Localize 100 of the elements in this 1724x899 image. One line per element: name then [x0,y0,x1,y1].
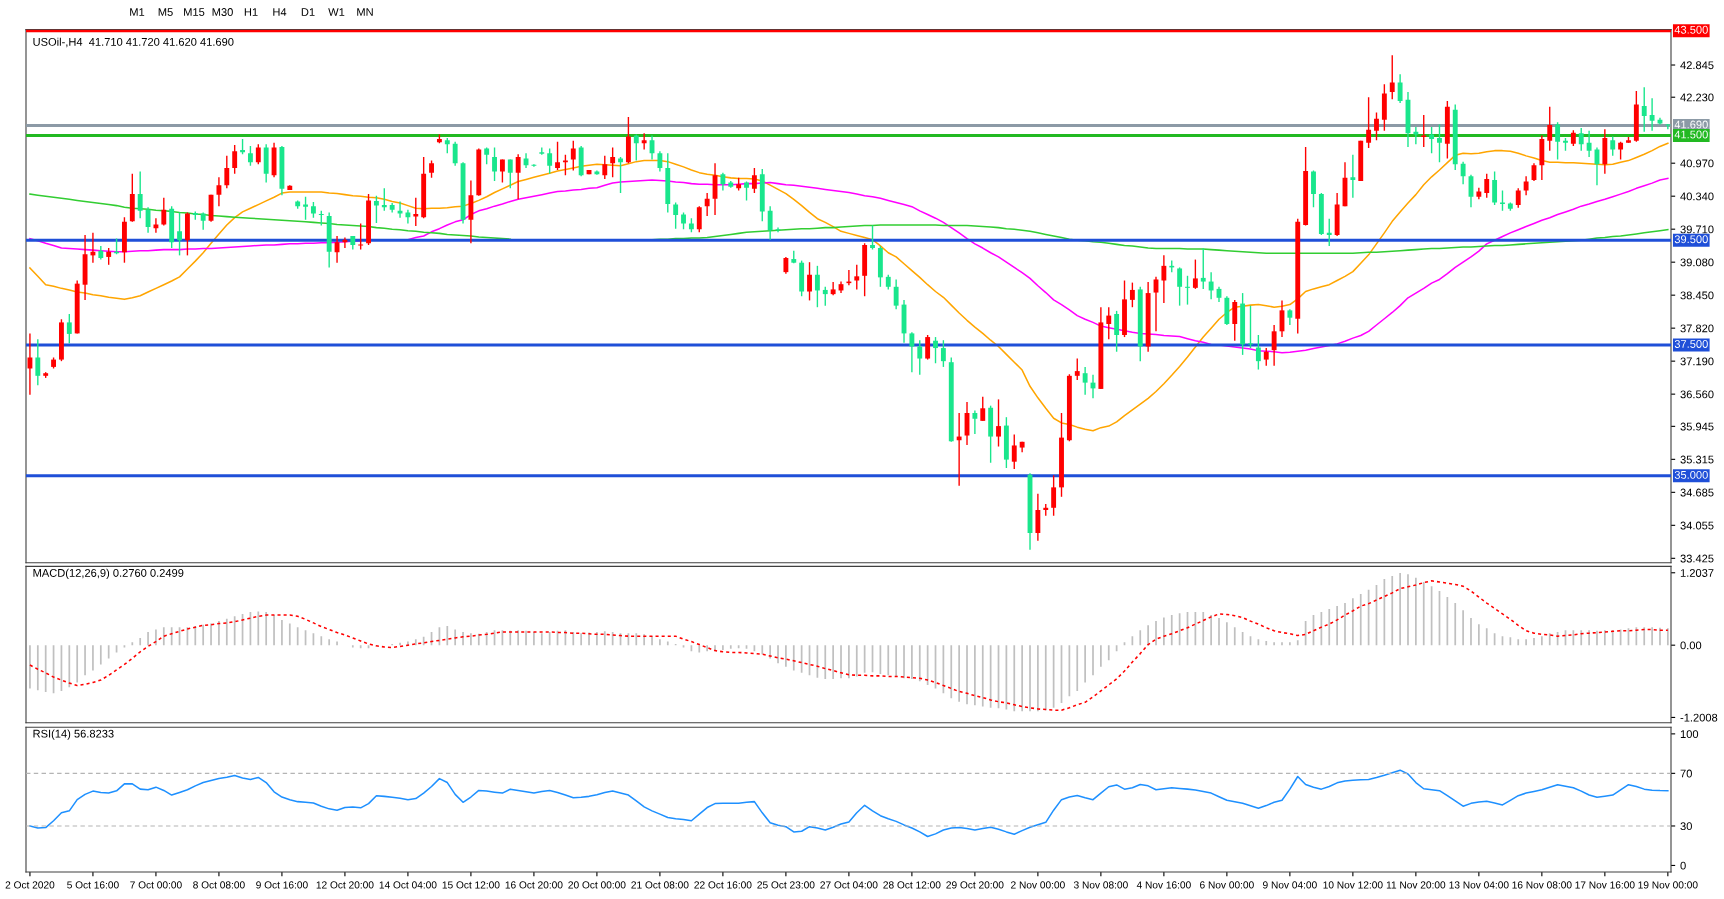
candlestick [618,156,623,194]
line-series [29,142,1669,432]
chart-title: RSI(14) 56.8233 [33,729,114,740]
line-series [29,580,1669,711]
candlestick [610,146,616,179]
candlestick [27,332,33,396]
text: MN [357,8,373,16]
candlestick [917,339,923,376]
candlestick [1610,135,1616,157]
candlestick [1074,357,1080,381]
x-tick-label: 9 Oct 16:00 [256,881,308,889]
candlestick [224,155,230,190]
x-tick-label: 2 Oct 2020 [5,881,55,889]
candlestick [1366,96,1372,149]
candlestick [807,261,812,302]
x-tick-label: 9 Nov 04:00 [1263,881,1317,889]
candlestick [35,338,41,386]
x-tick-label: 20 Oct 00:00 [568,881,626,889]
text: USOil-,H4 41.710 41.720 41.620 41.690 [33,37,234,48]
candlestick [1374,111,1379,141]
candlestick [1192,258,1198,290]
y-tick-label: 39.710 [1680,225,1714,234]
text: W1 [328,8,345,16]
y-tick-label: 70 [1680,769,1692,778]
candlestick [547,147,553,175]
y-tick-label: 40.340 [1680,192,1714,201]
x-tick-label: 5 Oct 16:00 [67,881,119,889]
x-tick-label: 2 Nov 00:00 [1011,881,1065,889]
text: H4 [273,8,287,16]
candlestick [1200,247,1206,290]
candlestick [255,143,261,165]
y-tick-label: 35.315 [1680,455,1714,464]
candlestick [1460,160,1466,185]
text: M30 [212,8,233,16]
x-tick-label: 4 Nov 16:00 [1136,881,1191,889]
candlestick [1248,304,1253,349]
y-tick-label: 0.00 [1680,641,1702,650]
candlestick [358,222,364,251]
text: M15 [184,8,205,16]
candlestick [1437,123,1442,163]
candlestick [602,155,608,180]
x-tick-label: 8 Oct 08:00 [193,881,245,889]
candlestick [972,409,978,435]
candlestick [177,211,182,257]
x-tick-label: 16 Nov 08:00 [1512,881,1572,889]
candlestick [413,197,419,227]
y-tick-label: 34.685 [1680,488,1714,497]
candlestick [641,132,647,151]
candlestick [696,205,702,234]
candlestick [153,217,159,234]
x-tick-label: 27 Oct 04:00 [820,881,878,889]
candlestick [1255,334,1261,371]
candlestick [996,398,1001,448]
candlestick [1429,126,1435,154]
y-tick-label: 38.450 [1680,291,1714,300]
candlestick [1051,474,1057,517]
x-tick-label: 13 Nov 04:00 [1449,881,1509,889]
x-tick-label: 16 Oct 20:00 [505,881,563,889]
y-tick-label: 35.945 [1680,422,1714,431]
y-tick-label: 37.820 [1680,324,1714,333]
candlestick [980,396,986,422]
candlestick [1641,86,1647,133]
candlestick [751,167,757,194]
text: H1 [244,8,258,16]
y-tick-label: -1.2008 [1680,713,1718,722]
candlestick [909,331,915,373]
candlestick [1311,169,1316,208]
candlestick [161,197,167,227]
candlestick [1421,114,1427,148]
y-tick-label: 30 [1680,822,1692,831]
candlestick [1547,105,1553,152]
x-tick-label: 7 Oct 00:00 [130,881,182,889]
candlestick [1161,254,1167,304]
candlestick [247,145,253,167]
candlestick [893,278,899,311]
candlestick [1397,73,1403,104]
candlestick [767,205,773,241]
candlestick [657,150,663,173]
ref-line-label: 43.500 [1674,25,1708,34]
candlestick [1515,187,1521,209]
x-tick-label: 22 Oct 16:00 [694,881,752,889]
candlestick [303,196,308,221]
x-tick-label: 3 Nov 08:00 [1073,881,1128,889]
candlestick [1500,189,1505,212]
candlestick [1208,271,1214,301]
candlestick [373,194,379,224]
candlestick [507,158,513,190]
candlestick [822,286,828,307]
candlestick [232,144,238,175]
chart-title: MACD(12,26,9) 0.2760 0.2499 [33,568,184,580]
candlestick [66,313,72,345]
candlestick [216,176,222,207]
ref-line-label: 37.500 [1674,340,1708,348]
y-tick-label: 42.230 [1680,93,1714,102]
candlestick [1035,492,1041,542]
y-tick-label: 100 [1680,730,1699,739]
candlestick [1271,324,1277,367]
candlestick [1082,366,1088,396]
candlestick [492,146,497,182]
candlestick [854,264,860,291]
